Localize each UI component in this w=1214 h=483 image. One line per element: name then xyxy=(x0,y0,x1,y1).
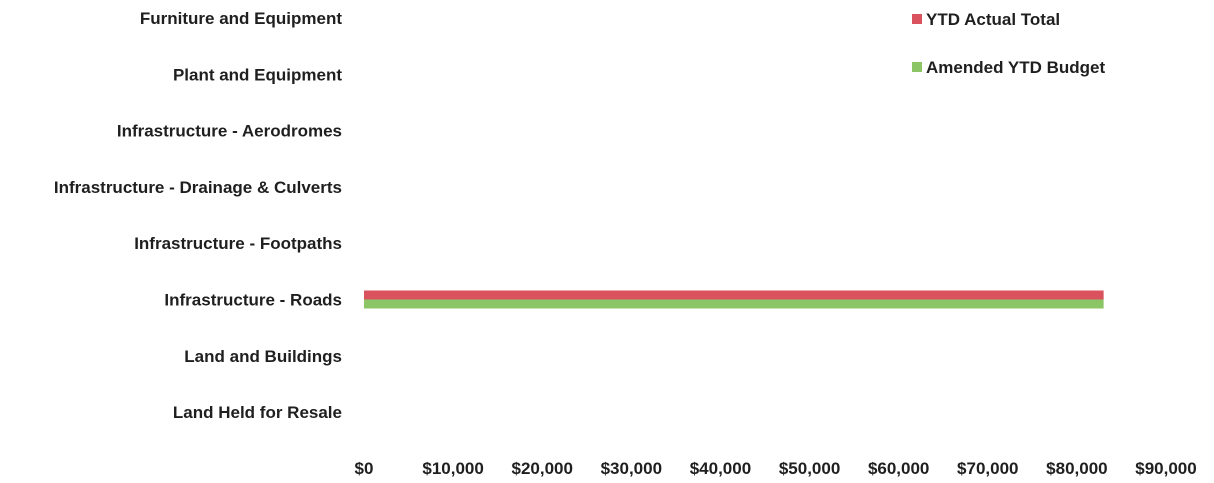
x-tick-label: $70,000 xyxy=(957,459,1018,478)
x-tick-label: $20,000 xyxy=(511,459,572,478)
x-tick-label: $40,000 xyxy=(690,459,751,478)
category-labels: Furniture and Equipment Plant and Equipme… xyxy=(54,9,342,422)
legend-label-ytd-actual-total: YTD Actual Total xyxy=(926,10,1060,29)
x-tick-label: $60,000 xyxy=(868,459,929,478)
legend-label-amended-ytd-budget: Amended YTD Budget xyxy=(926,58,1105,77)
bars xyxy=(364,290,1104,309)
category-label-infrastructure-footpaths: Infrastructure - Footpaths xyxy=(134,234,342,253)
legend: YTD Actual Total Amended YTD Budget xyxy=(912,10,1105,77)
x-tick-label: $90,000 xyxy=(1135,459,1196,478)
legend-swatch-ytd-actual-total xyxy=(912,14,922,24)
bar-amended-ytd-budget-infrastructure-roads xyxy=(364,299,1104,309)
x-tick-label: $30,000 xyxy=(601,459,662,478)
category-label-infrastructure-roads: Infrastructure - Roads xyxy=(164,291,342,310)
category-label-land-held-for-resale: Land Held for Resale xyxy=(173,403,342,422)
x-tick-label: $10,000 xyxy=(422,459,483,478)
category-label-furniture-and-equipment: Furniture and Equipment xyxy=(140,9,342,28)
x-tick-label: $50,000 xyxy=(779,459,840,478)
x-tick-label: $0 xyxy=(355,459,374,478)
category-label-infrastructure-aerodromes: Infrastructure - Aerodromes xyxy=(117,122,342,141)
category-label-land-and-buildings: Land and Buildings xyxy=(184,347,342,366)
bar-ytd-actual-total-infrastructure-roads xyxy=(364,290,1104,300)
category-label-plant-and-equipment: Plant and Equipment xyxy=(173,65,342,84)
x-axis-tick-labels: $0 $10,000 $20,000 $30,000 $40,000 $50,000 $60… xyxy=(355,459,1197,478)
category-label-infrastructure-drainage-and-culverts: Infrastructure - Drainage & Culverts xyxy=(54,178,342,197)
legend-swatch-amended-ytd-budget xyxy=(912,62,922,72)
x-tick-label: $80,000 xyxy=(1046,459,1107,478)
